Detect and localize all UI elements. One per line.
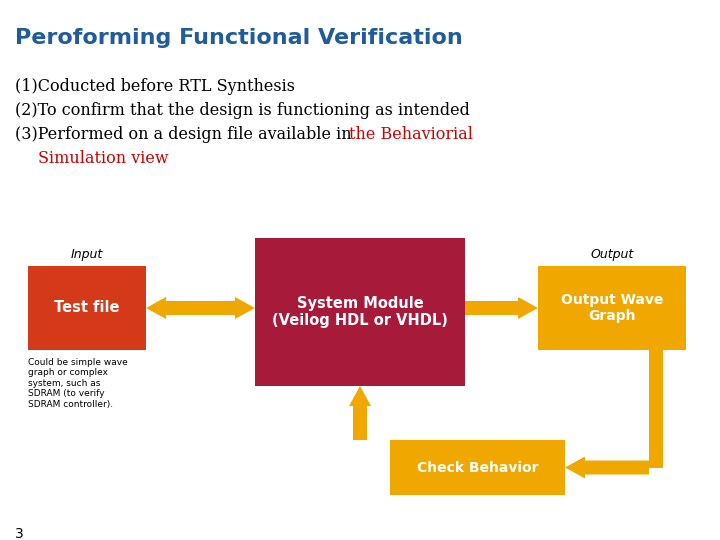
- Polygon shape: [349, 386, 371, 406]
- Text: Test file: Test file: [54, 300, 120, 315]
- Text: Check Behavior: Check Behavior: [417, 461, 539, 475]
- Text: the Behaviorial: the Behaviorial: [349, 126, 473, 143]
- Polygon shape: [465, 301, 518, 315]
- Text: (2)To confirm that the design is functioning as intended: (2)To confirm that the design is functio…: [15, 102, 470, 119]
- FancyBboxPatch shape: [255, 238, 465, 386]
- FancyBboxPatch shape: [538, 266, 686, 350]
- Text: System Module
(Veilog HDL or VHDL): System Module (Veilog HDL or VHDL): [272, 296, 448, 328]
- Text: Output: Output: [590, 248, 634, 261]
- Polygon shape: [166, 301, 235, 315]
- Text: (3)Performed on a design file available in: (3)Performed on a design file available …: [15, 126, 356, 143]
- Polygon shape: [518, 297, 538, 319]
- FancyBboxPatch shape: [390, 440, 565, 495]
- Text: 3: 3: [15, 527, 24, 540]
- Polygon shape: [235, 297, 255, 319]
- Text: Could be simple wave
graph or complex
system, such as
SDRAM (to verify
SDRAM con: Could be simple wave graph or complex sy…: [28, 358, 127, 409]
- Polygon shape: [565, 456, 649, 478]
- Polygon shape: [353, 406, 367, 440]
- Polygon shape: [649, 350, 663, 468]
- Polygon shape: [146, 297, 166, 319]
- Text: Simulation view: Simulation view: [38, 150, 168, 167]
- Text: Input: Input: [71, 248, 103, 261]
- Text: Output Wave
Graph: Output Wave Graph: [561, 293, 663, 323]
- Text: Peroforming Functional Verification: Peroforming Functional Verification: [15, 28, 463, 48]
- Text: (1)Coducted before RTL Synthesis: (1)Coducted before RTL Synthesis: [15, 78, 295, 95]
- FancyBboxPatch shape: [28, 266, 146, 350]
